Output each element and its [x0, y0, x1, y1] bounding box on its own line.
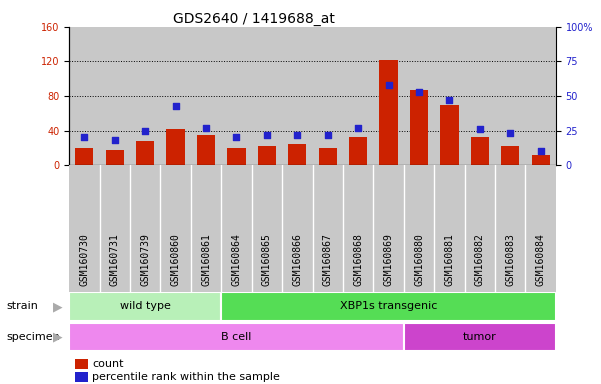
Bar [221, 292, 556, 321]
Point [141, 127, 150, 134]
Bar [495, 27, 525, 165]
Text: ▶: ▶ [53, 331, 63, 344]
Bar [130, 27, 160, 165]
Point [505, 130, 515, 136]
Bar [434, 27, 465, 165]
Point [475, 126, 484, 132]
Text: GSM160884: GSM160884 [535, 233, 546, 286]
Bar [410, 90, 428, 165]
Bar [160, 27, 191, 165]
Point [262, 132, 272, 138]
Bar [313, 27, 343, 165]
Text: GSM160868: GSM160868 [353, 233, 363, 286]
Bar [343, 27, 373, 165]
Bar [501, 146, 519, 165]
Text: tumor: tumor [463, 332, 497, 342]
Text: GSM160865: GSM160865 [262, 233, 272, 286]
Text: GSM160869: GSM160869 [383, 233, 394, 286]
Bar [288, 144, 307, 165]
Bar [75, 148, 94, 165]
Bar [532, 155, 550, 165]
Text: GDS2640 / 1419688_at: GDS2640 / 1419688_at [173, 12, 335, 25]
Point [536, 148, 546, 154]
Bar [106, 150, 124, 165]
Point [293, 132, 302, 138]
Bar [465, 27, 495, 165]
Bar [404, 27, 435, 165]
Bar [197, 135, 215, 165]
Point [445, 97, 454, 103]
Bar [191, 27, 221, 165]
Bar [379, 60, 398, 165]
Bar [69, 323, 404, 351]
Bar [471, 137, 489, 165]
Text: wild type: wild type [120, 301, 171, 311]
Bar [69, 292, 221, 321]
Bar [441, 104, 459, 165]
Bar [69, 27, 100, 165]
Bar [166, 129, 185, 165]
Point [414, 89, 424, 95]
Text: GSM160739: GSM160739 [140, 233, 150, 286]
Point [201, 125, 211, 131]
Point [171, 103, 180, 109]
Text: specimen: specimen [6, 332, 59, 342]
Text: count: count [92, 359, 123, 369]
Bar [136, 141, 154, 165]
Bar [525, 27, 556, 165]
Point [323, 132, 332, 138]
Text: GSM160861: GSM160861 [201, 233, 211, 286]
Bar [252, 27, 282, 165]
Text: GSM160864: GSM160864 [231, 233, 242, 286]
Bar [221, 27, 252, 165]
Text: B cell: B cell [221, 332, 252, 342]
Text: GSM160730: GSM160730 [79, 233, 90, 286]
Bar [282, 27, 313, 165]
Text: GSM160867: GSM160867 [323, 233, 333, 286]
Text: ▶: ▶ [53, 300, 63, 313]
Bar [227, 148, 246, 165]
Bar [258, 146, 276, 165]
Point [110, 137, 120, 143]
Bar [404, 323, 556, 351]
Text: GSM160881: GSM160881 [444, 233, 454, 286]
Text: GSM160860: GSM160860 [171, 233, 181, 286]
Text: GSM160883: GSM160883 [505, 233, 515, 286]
Point [384, 82, 394, 88]
Text: GSM160866: GSM160866 [292, 233, 302, 286]
Bar [373, 27, 404, 165]
Text: XBP1s transgenic: XBP1s transgenic [340, 301, 438, 311]
Point [231, 134, 241, 141]
Text: strain: strain [6, 301, 38, 311]
Text: GSM160731: GSM160731 [110, 233, 120, 286]
Bar [349, 137, 367, 165]
Text: GSM160880: GSM160880 [414, 233, 424, 286]
Text: GSM160882: GSM160882 [475, 233, 485, 286]
Point [79, 134, 89, 141]
Text: percentile rank within the sample: percentile rank within the sample [92, 372, 280, 382]
Bar [100, 27, 130, 165]
Bar [319, 148, 337, 165]
Point [353, 125, 363, 131]
